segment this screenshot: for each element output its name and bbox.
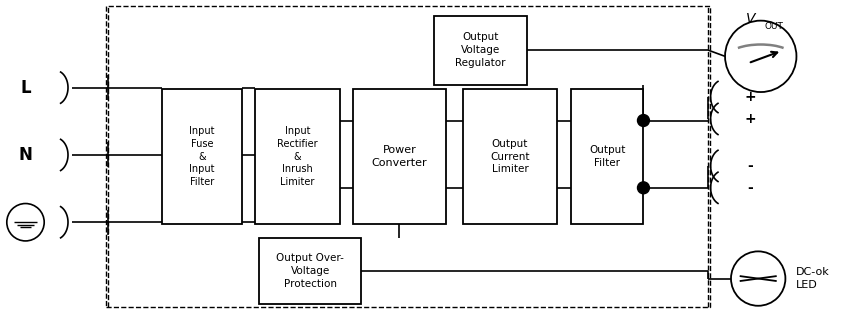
- Text: Output Over-
Voltage
Protection: Output Over- Voltage Protection: [276, 253, 344, 289]
- Text: V: V: [745, 12, 756, 26]
- Text: Output
Voltage
Regulator: Output Voltage Regulator: [455, 32, 506, 68]
- Text: +: +: [745, 112, 756, 126]
- Bar: [463, 89, 557, 224]
- Circle shape: [638, 115, 649, 126]
- Bar: [106, 6, 710, 307]
- Bar: [162, 89, 242, 224]
- Text: Input
Fuse
&
Input
Filter: Input Fuse & Input Filter: [189, 126, 214, 187]
- Text: DC-ok
LED: DC-ok LED: [796, 267, 830, 290]
- Text: N: N: [19, 146, 32, 164]
- Bar: [434, 16, 527, 85]
- Text: L: L: [20, 79, 31, 97]
- Circle shape: [638, 182, 649, 194]
- Text: Input
Rectifier
&
Inrush
Limiter: Input Rectifier & Inrush Limiter: [277, 126, 318, 187]
- Bar: [255, 89, 340, 224]
- Bar: [353, 89, 446, 224]
- Text: Output
Current
Limiter: Output Current Limiter: [490, 139, 530, 174]
- Bar: [259, 238, 361, 304]
- Text: Output
Filter: Output Filter: [589, 145, 626, 168]
- Text: Power
Converter: Power Converter: [371, 145, 428, 168]
- Text: -: -: [748, 159, 753, 173]
- Text: +: +: [745, 90, 756, 104]
- Text: OUT: OUT: [764, 22, 783, 31]
- Bar: [571, 89, 643, 224]
- Text: -: -: [748, 181, 753, 195]
